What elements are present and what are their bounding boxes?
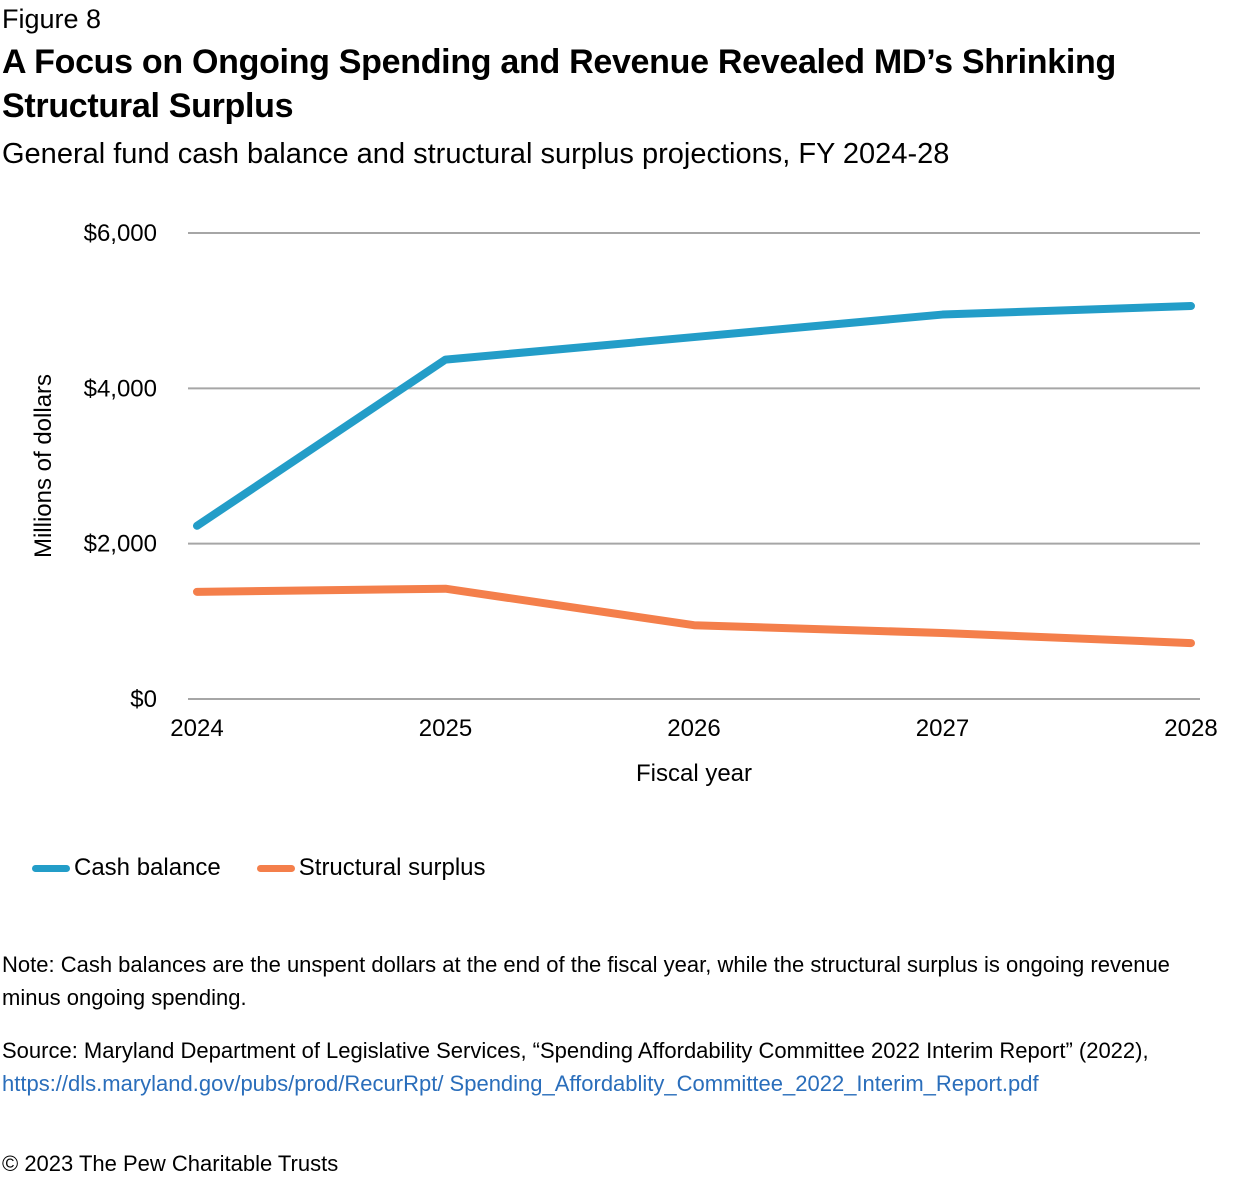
y-tick-label: $6,000 [84,220,157,247]
chart-source: Source: Maryland Department of Legislati… [2,1034,1202,1100]
figure-label: Figure 8 [2,4,102,34]
y-axis-title: Millions of dollars [30,374,57,558]
x-tick-label: 2026 [667,715,720,742]
y-tick-label: $2,000 [84,531,157,558]
legend-label-cash-balance: Cash balance [74,854,221,881]
source-text: Source: Maryland Department of Legislati… [2,1038,1149,1063]
legend-swatch-structural-surplus [256,864,295,872]
series-line-cash-balance [193,302,1195,530]
x-tick-label: 2024 [170,715,223,742]
x-axis-title: Fiscal year [636,760,752,787]
copyright: © 2023 The Pew Charitable Trusts [2,1151,339,1176]
chart-subtitle: General fund cash balance and structural… [2,138,950,170]
y-axis-ticks: $0 $2,000 $4,000 $6,000 [84,220,157,713]
x-tick-label: 2028 [1164,715,1217,742]
legend: Cash balance Structural surplus [32,854,522,882]
series-lines [193,302,1195,648]
y-tick-label: $0 [130,686,157,713]
source-link[interactable]: https://dls.maryland.gov/pubs/prod/Recur… [2,1071,1039,1096]
legend-label-structural-surplus: Structural surplus [298,854,486,881]
chart-note: Note: Cash balances are the unspent doll… [2,952,1170,1010]
y-tick-label: $4,000 [84,375,157,402]
series-line-structural-surplus [193,584,1195,648]
gridlines [188,232,1200,700]
legend-swatch-cash-balance [32,864,70,872]
x-axis-ticks: 2024 2025 2026 2027 2028 [170,715,1217,742]
line-chart: $0$2,000$4,000$6,000 2024 2025 2026 2027 202… [30,220,1218,787]
x-tick-label: 2025 [419,715,472,742]
legend-item-structural-surplus: Structural surplus [256,854,486,882]
x-tick-label: 2027 [916,715,969,742]
chart-title: A Focus on Ongoing Spending and Revenue … [2,43,1116,125]
legend-item-cash-balance: Cash balance [32,854,221,882]
